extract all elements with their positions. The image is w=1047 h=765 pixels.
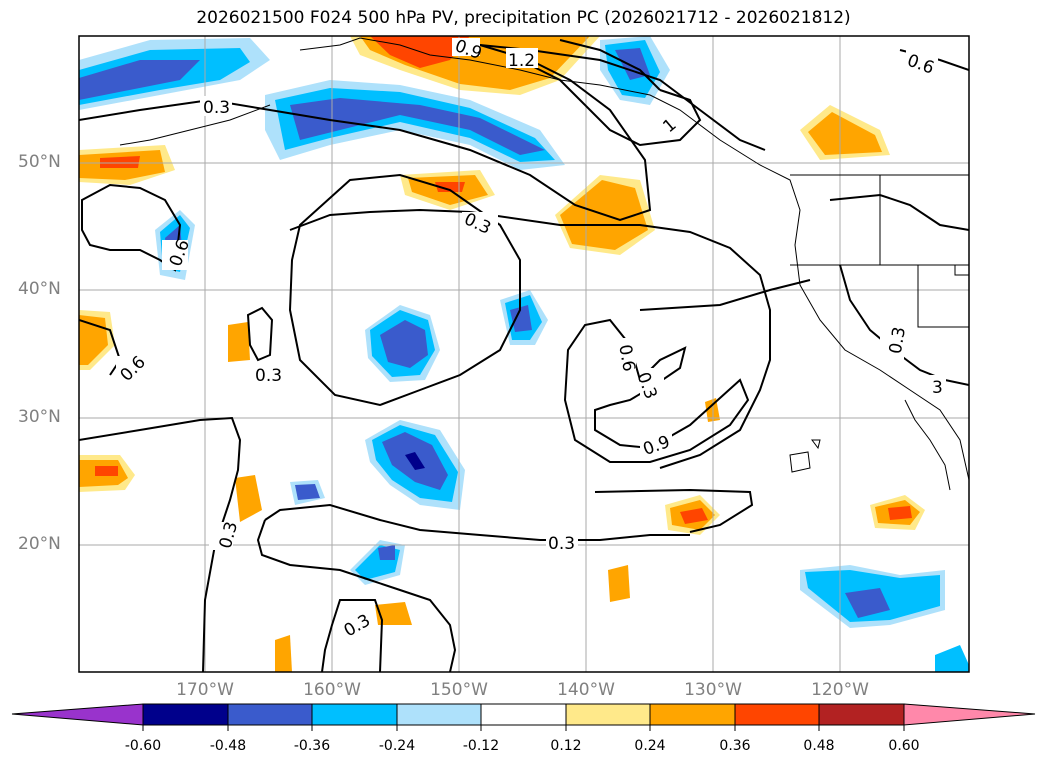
coastlines xyxy=(119,37,969,491)
longitude-label: 130°W xyxy=(684,680,742,700)
colorbar-segment xyxy=(818,703,905,726)
colorbar-tick-label: 0.36 xyxy=(719,738,751,754)
colorbar-tick-label: -0.36 xyxy=(293,738,331,754)
colorbar-segment xyxy=(565,703,651,726)
colorbar-segment xyxy=(311,703,398,726)
colorbar-segment xyxy=(142,703,229,726)
map-title: 2026021500 F024 500 hPa PV, precipitatio… xyxy=(196,8,851,28)
contour-label: 0.3 xyxy=(255,366,282,386)
longitude-label: 160°W xyxy=(303,680,361,700)
colorbar-segment xyxy=(227,703,313,726)
colorbar-tick-label: -0.60 xyxy=(124,738,162,754)
contour-label: 0.3 xyxy=(548,534,575,554)
contour-label: 0.6 xyxy=(614,343,638,373)
longitude-label: 140°W xyxy=(557,680,615,700)
contour-label: 0.3 xyxy=(203,98,230,118)
pv-contours xyxy=(79,39,969,672)
colorbar xyxy=(11,703,1036,731)
colorbar-tick-label: -0.24 xyxy=(378,738,416,754)
contour-label: 0.3 xyxy=(886,325,910,355)
contour-labels: 0.3 0.3 0.3 0.3 0.3 0.3 0.3 0.6 0.6 0.6 … xyxy=(116,36,946,641)
latitude-label: 50°N xyxy=(18,152,61,172)
colorbar-segment xyxy=(480,703,567,726)
colorbar-tick-label: -0.12 xyxy=(462,738,500,754)
latitude-label: 30°N xyxy=(18,407,61,427)
latitude-label: 40°N xyxy=(18,279,61,299)
longitude-label: 150°W xyxy=(430,680,488,700)
longitude-label: 120°W xyxy=(811,680,869,700)
contour-label: 3 xyxy=(932,378,943,398)
colorbar-segment xyxy=(734,703,820,726)
colorbar-tick-label: 0.48 xyxy=(803,738,835,754)
colorbar-tick-label: 0.12 xyxy=(550,738,582,754)
map-border xyxy=(78,35,970,673)
colorbar-segment xyxy=(649,703,736,726)
contour-label: 1.2 xyxy=(508,51,535,71)
colorbar-extend-low xyxy=(11,703,144,726)
colorbar-extend-high xyxy=(903,703,1036,726)
colorbar-tick-label: 0.60 xyxy=(888,738,920,754)
latitude-label: 20°N xyxy=(18,534,61,554)
longitude-label: 170°W xyxy=(176,680,234,700)
colorbar-tick-label: -0.48 xyxy=(209,738,247,754)
colorbar-tick-label: 0.24 xyxy=(634,738,666,754)
colorbar-segment xyxy=(396,703,482,726)
